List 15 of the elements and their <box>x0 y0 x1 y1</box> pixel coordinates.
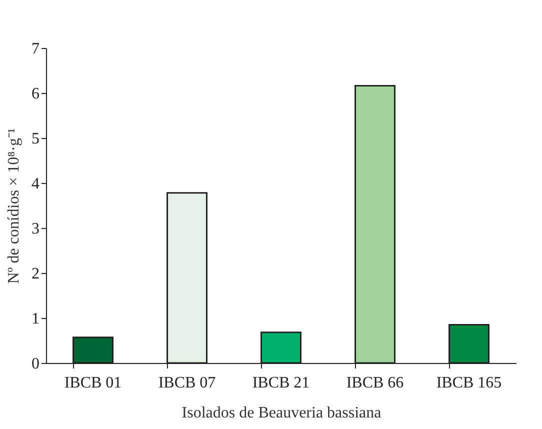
x-axis-title: Isolados de Beauveria bassiana <box>182 404 382 422</box>
y-tick-label: 1 <box>32 310 40 328</box>
x-tick-label: IBCB 66 <box>346 374 404 392</box>
y-tick-label: 3 <box>32 220 40 238</box>
y-tick-label: 0 <box>32 356 40 372</box>
x-tick-label: IBCB 165 <box>436 374 502 392</box>
y-tick-label: 4 <box>32 176 40 192</box>
y-axis-title: Nº de conídios × 10⁸·g⁻¹ <box>6 128 22 284</box>
x-tick-label: IBCB 21 <box>252 374 310 392</box>
x-tick-label: IBCB 01 <box>64 374 122 392</box>
y-tick-label: 7 <box>32 40 40 58</box>
y-tick-label: 2 <box>32 266 40 282</box>
y-tick-label: 5 <box>32 130 40 148</box>
x-tick-label: IBCB 07 <box>158 374 216 392</box>
y-tick-label: 6 <box>32 86 40 102</box>
